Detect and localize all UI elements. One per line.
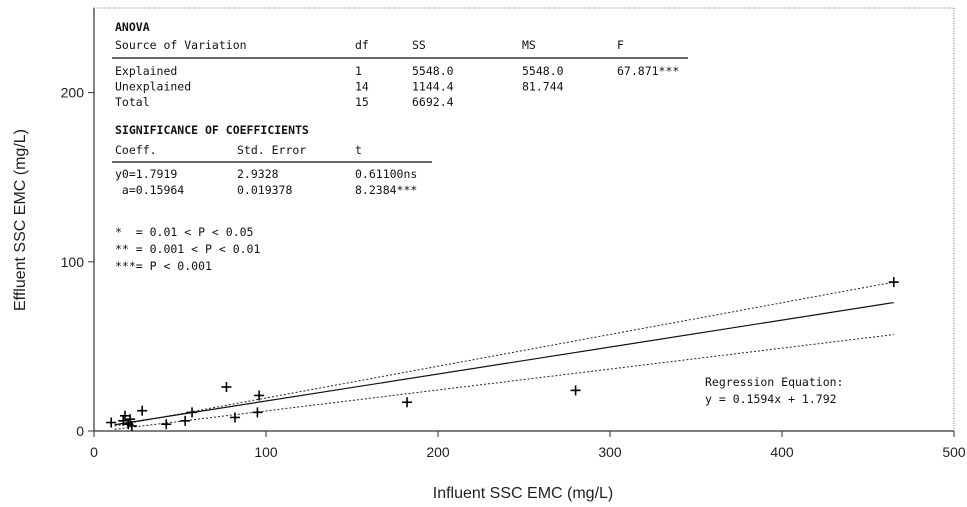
fit-line-group — [114, 301, 894, 426]
y-tick-label: 200 — [61, 85, 85, 101]
anova-cell: 1 — [355, 64, 362, 78]
anova-cell: 1144.4 — [412, 80, 454, 94]
anova-cell: 81.744 — [522, 80, 564, 94]
coef-cell: 0.61100ns — [355, 167, 417, 181]
x-tick-label: 200 — [426, 444, 450, 460]
data-point — [126, 420, 137, 431]
x-tick-label: 300 — [598, 444, 622, 460]
coef-cell: a=0.15964 — [115, 183, 184, 197]
anova-title: ANOVA — [115, 20, 150, 34]
y-axis-title: Effluent SSC EMC (mg/L) — [12, 129, 29, 311]
anova-header-cell: SS — [412, 38, 426, 52]
anova-cell: 15 — [355, 95, 369, 109]
x-tick-label: 100 — [254, 444, 278, 460]
data-point — [161, 419, 172, 430]
coef-cell: 2.9328 — [237, 167, 279, 181]
confidence-bounds — [114, 281, 894, 430]
equation-text: y = 0.1594x + 1.792 — [705, 392, 837, 406]
data-point — [252, 407, 263, 418]
data-point — [119, 410, 130, 421]
anova-cell: Explained — [115, 64, 177, 78]
y-tick-label: 0 — [76, 423, 84, 439]
anova-cell: 5548.0 — [522, 64, 564, 78]
data-point — [106, 417, 117, 428]
data-point — [118, 415, 129, 426]
anova-cell: 14 — [355, 80, 369, 94]
anova-cell: 5548.0 — [412, 64, 454, 78]
x-tick-label: 500 — [942, 444, 966, 460]
data-point — [137, 405, 148, 416]
x-tick-label: 0 — [90, 444, 98, 460]
lower-confidence-line — [114, 334, 894, 430]
data-points — [106, 277, 899, 431]
data-point — [570, 385, 581, 396]
anova-cell: Total — [115, 95, 150, 109]
anova-header-cell: Source of Variation — [115, 38, 247, 52]
coef-header-cell: Std. Error — [237, 143, 306, 157]
coef-header-cell: Coeff. — [115, 143, 157, 157]
anova-cell: Unexplained — [115, 80, 191, 94]
statistics-panel: ANOVA Source of Variation df SS MS F Explained… — [112, 20, 688, 273]
axes: 0 100 200 300 400 500 0 100 200 — [61, 8, 966, 460]
upper-confidence-line — [114, 281, 894, 427]
coef-cell: 8.2384*** — [355, 183, 417, 197]
x-axis-title: Influent SSC EMC (mg/L) — [433, 485, 614, 502]
significance-legend-line: * = 0.01 < P < 0.05 — [115, 225, 253, 239]
data-point — [180, 415, 191, 426]
significance-legend-line: ***= P < 0.001 — [115, 259, 212, 273]
data-point — [254, 390, 265, 401]
coef-header-cell: t — [355, 143, 362, 157]
coef-cell: y0=1.7919 — [115, 167, 177, 181]
data-point — [888, 277, 899, 288]
anova-header-cell: F — [617, 38, 624, 52]
data-point — [125, 414, 136, 425]
data-point — [402, 397, 413, 408]
regression-line — [114, 301, 894, 426]
data-point — [187, 407, 198, 418]
anova-cell: 6692.4 — [412, 95, 454, 109]
y-tick-label: 100 — [61, 254, 85, 270]
equation-label: Regression Equation: — [705, 375, 843, 389]
data-point — [230, 412, 241, 423]
significance-title: SIGNIFICANCE OF COEFFICIENTS — [115, 123, 309, 137]
anova-cell: 67.871*** — [617, 64, 679, 78]
anova-header-cell: MS — [522, 38, 536, 52]
x-tick-label: 400 — [770, 444, 794, 460]
coef-cell: 0.019378 — [237, 183, 292, 197]
significance-legend-line: ** = 0.001 < P < 0.01 — [115, 242, 260, 256]
anova-header-cell: df — [355, 38, 369, 52]
data-point — [221, 382, 232, 393]
